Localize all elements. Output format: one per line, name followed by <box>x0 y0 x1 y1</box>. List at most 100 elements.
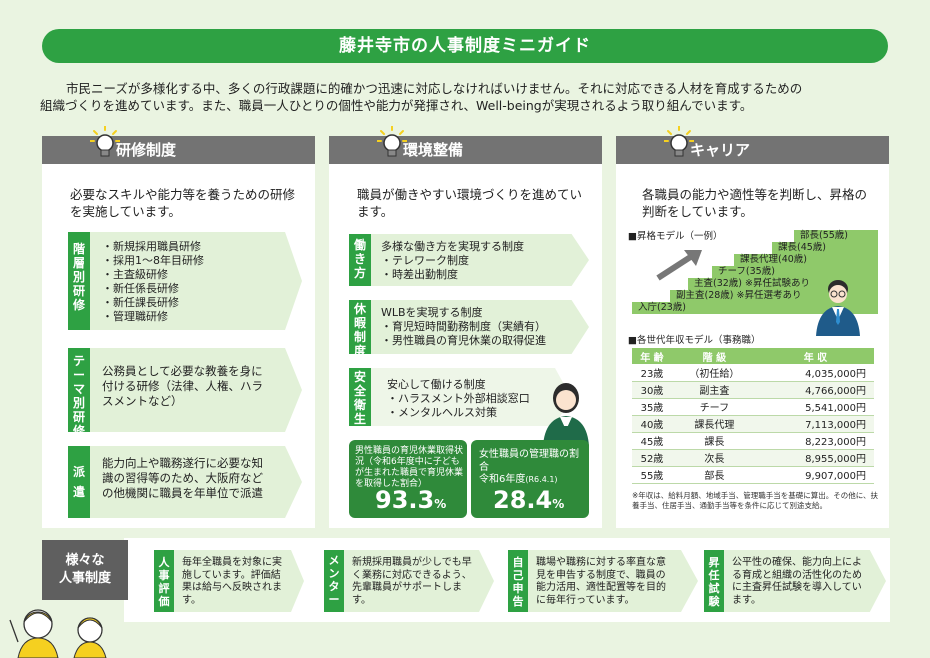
evaluation-text: 毎年全職員を対象に実施しています。評価結果は給与へ反映されます。 <box>182 557 282 606</box>
table-row: 35歳 チーフ 5,541,000円 <box>632 398 874 416</box>
tag-evaluation: 人事評価 <box>154 550 174 612</box>
hierarchical-training-box: ・新規採用職員研修 ・採用1～8年目研修 ・主査級研修 ・新任係長研修 ・新任課… <box>90 232 302 330</box>
table-cell: 次長 <box>671 449 757 467</box>
tag-safety-health: 安全衛生 <box>349 368 371 426</box>
table-cell: 8,223,000円 <box>756 432 874 450</box>
table-row: 40歳 課長代理 7,113,000円 <box>632 415 874 433</box>
arrow-up-right-icon <box>656 250 702 281</box>
stair-step: 部長(55歳) <box>794 230 878 242</box>
tag-self-report: 自己申告 <box>508 550 528 612</box>
children-illustration <box>9 609 107 658</box>
list-item: ・男性職員の育児休業の取得促進 <box>381 334 546 347</box>
table-cell: 45歳 <box>632 432 672 450</box>
table-cell: 課長代理 <box>671 415 757 433</box>
list-item: ・採用1～8年目研修 <box>102 254 204 267</box>
career-lead: 各職員の能力や適性等を判断し、昇格の判断をしています。 <box>642 187 868 219</box>
environment-column: 環境整備 職員が働きやすい環境づくりを進めています。 働き方 多様な働き方を実現… <box>329 126 602 528</box>
paternity-leave-caption: 男性職員の育児休業取得状況（令和6年度中に子どもが生まれた職員で育児休業を取得し… <box>355 446 464 489</box>
training-title: 研修制度 <box>116 141 177 159</box>
salary-table: 年 齢 階 級 年 収 23歳 （初任給） 4,035,000円 30歳 副主査 4,7… <box>632 348 874 484</box>
paternity-leave-stat: 男性職員の育児休業取得状況（令和6年度中に子どもが生まれた職員で育児休業を取得し… <box>349 440 467 518</box>
page-title: 藤井寺市の人事制度ミニガイド <box>42 29 888 63</box>
stair-step: 入庁(23歳) <box>632 302 878 314</box>
promotion-exam-text: 公平性の確保、能力向上による育成と組織の活性化のために主査昇任試験を導入していま… <box>732 557 862 606</box>
tag-dispatch: 派遣 <box>68 446 90 518</box>
table-row: 45歳 課長 8,223,000円 <box>632 432 874 450</box>
stair-step: 課長代理(40歳) <box>734 254 878 266</box>
career-column: キャリア 各職員の能力や適性等を判断し、昇格の判断をしています。 ■昇格モデル（… <box>616 126 889 528</box>
various-label-line-2: 人事制度 <box>58 571 111 586</box>
table-cell: 40歳 <box>632 415 672 433</box>
intro-line-1: 市民ニーズが多様化する中、多くの行政課題に的確かつ迅速に対応しなければいけません… <box>66 81 803 96</box>
tag-work-style: 働き方 <box>349 234 371 286</box>
theme-training-box: 公務員として必要な教養を身に付ける研修（法律、人権、ハラスメントなど） <box>90 348 302 432</box>
tag-promotion-exam: 昇任試験 <box>704 550 724 612</box>
training-lead: 必要なスキルや能力等を養うための研修を実施しています。 <box>70 187 296 219</box>
table-cell: （初任給） <box>671 364 757 382</box>
tag-leave-system: 休暇制度 <box>349 300 371 358</box>
female-manager-year: 令和6年度 <box>479 474 526 485</box>
female-manager-value: 28.4 <box>493 486 553 514</box>
table-cell: 35歳 <box>632 398 672 416</box>
table-cell: 副主査 <box>671 381 757 399</box>
mentor-box: 新規採用職員が少しでも早く業務に対応できるよう、先輩職員がサポートします。 <box>344 550 494 612</box>
various-label-line-1: 様々な <box>65 553 105 568</box>
tag-theme-training: テーマ別研修 <box>68 348 90 438</box>
table-cell: 55歳 <box>632 466 672 484</box>
lightbulb-icon <box>377 126 407 157</box>
table-cell: 7,113,000円 <box>756 415 874 433</box>
leave-system-box: WLBを実現する制度 ・育児短時間勤務制度（実績有） ・男性職員の育児休業の取得… <box>371 300 589 354</box>
table-cell: チーフ <box>671 398 757 416</box>
work-style-box: 多様な働き方を実現する制度 ・テレワーク制度 ・時差出勤制度 <box>371 234 589 286</box>
career-title: キャリア <box>690 141 751 159</box>
table-cell: 9,907,000円 <box>756 466 874 484</box>
mentor-text: 新規採用職員が少しでも早く業務に対応できるよう、先輩職員がサポートします。 <box>352 557 472 606</box>
environment-lead: 職員が働きやすい環境づくりを進めています。 <box>357 187 583 219</box>
environment-title: 環境整備 <box>403 141 464 159</box>
list-item: ・育児短時間勤務制度（実績有） <box>381 320 546 333</box>
table-cell: 30歳 <box>632 381 672 399</box>
table-header: 階 級 <box>671 348 757 364</box>
list-item: 安心して働ける制度 <box>387 378 486 391</box>
table-cell: 4,766,000円 <box>756 381 874 399</box>
list-item: ・新任課長研修 <box>102 296 179 309</box>
tag-hierarchical-training: 階層別研修 <box>68 232 90 330</box>
theme-training-text: 公務員として必要な教養を身に付ける研修（法律、人権、ハラスメントなど） <box>102 364 263 408</box>
table-row: 55歳 部長 9,907,000円 <box>632 466 874 484</box>
tag-mentor: メンター <box>324 550 344 612</box>
training-header: 研修制度 <box>42 126 315 164</box>
various-systems-strip: 人事評価 毎年全職員を対象に実施しています。評価結果は給与へ反映されます。 メン… <box>124 538 890 622</box>
various-systems-label: 様々な 人事制度 <box>42 540 128 600</box>
list-item: ・管理職研修 <box>102 310 168 323</box>
list-item: WLBを実現する制度 <box>381 306 483 319</box>
female-manager-caption: 女性職員の管理職の割合 <box>479 449 579 473</box>
table-cell: 4,035,000円 <box>756 364 874 382</box>
list-item: ・ハラスメント外部相談窓口 <box>387 392 530 405</box>
lightbulb-icon <box>664 126 694 157</box>
salary-model-label: ■各世代年収モデル（事務職） <box>628 335 761 346</box>
table-header: 年 収 <box>756 348 874 364</box>
training-column: 研修制度 必要なスキルや能力等を養うための研修を実施しています。 階層別研修 ・… <box>42 126 315 528</box>
table-row: 52歳 次長 8,955,000円 <box>632 449 874 467</box>
table-cell: 課長 <box>671 432 757 450</box>
percent-unit: % <box>434 497 447 511</box>
stair-step: チーフ(35歳) <box>712 266 878 278</box>
stair-step: 副主査(28歳) ※昇任選考あり <box>670 290 878 302</box>
self-report-text: 職場や職務に対する率直な意見を申告する制度で、職員の能力活用、適性配置等を目的に… <box>536 557 666 606</box>
environment-header: 環境整備 <box>329 126 602 164</box>
self-report-box: 職場や職務に対する率直な意見を申告する制度で、職員の能力活用、適性配置等を目的に… <box>528 550 698 612</box>
list-item: ・メンタルヘルス対策 <box>387 406 497 419</box>
dispatch-text: 能力向上や職務遂行に必要な知識の習得等のため、大阪府などの他機関に職員を年単位で… <box>102 456 263 500</box>
table-cell: 52歳 <box>632 449 672 467</box>
female-manager-date: (R6.4.1) <box>525 475 558 484</box>
table-header: 年 齢 <box>632 348 672 364</box>
list-item: ・テレワーク制度 <box>381 254 469 267</box>
stair-step: 課長(45歳) <box>772 242 878 254</box>
promotion-model-label: ■昇格モデル（一例） <box>628 231 723 242</box>
table-cell: 5,541,000円 <box>756 398 874 416</box>
list-item: ・時差出勤制度 <box>381 268 458 281</box>
table-cell: 23歳 <box>632 364 672 382</box>
salary-note: ※年収は、給料月額、地域手当、管理職手当を基礎に算出。その他に、扶養手当、住居手… <box>632 491 879 510</box>
male-staff-illustration <box>816 280 860 336</box>
list-item: ・新規採用職員研修 <box>102 240 201 253</box>
